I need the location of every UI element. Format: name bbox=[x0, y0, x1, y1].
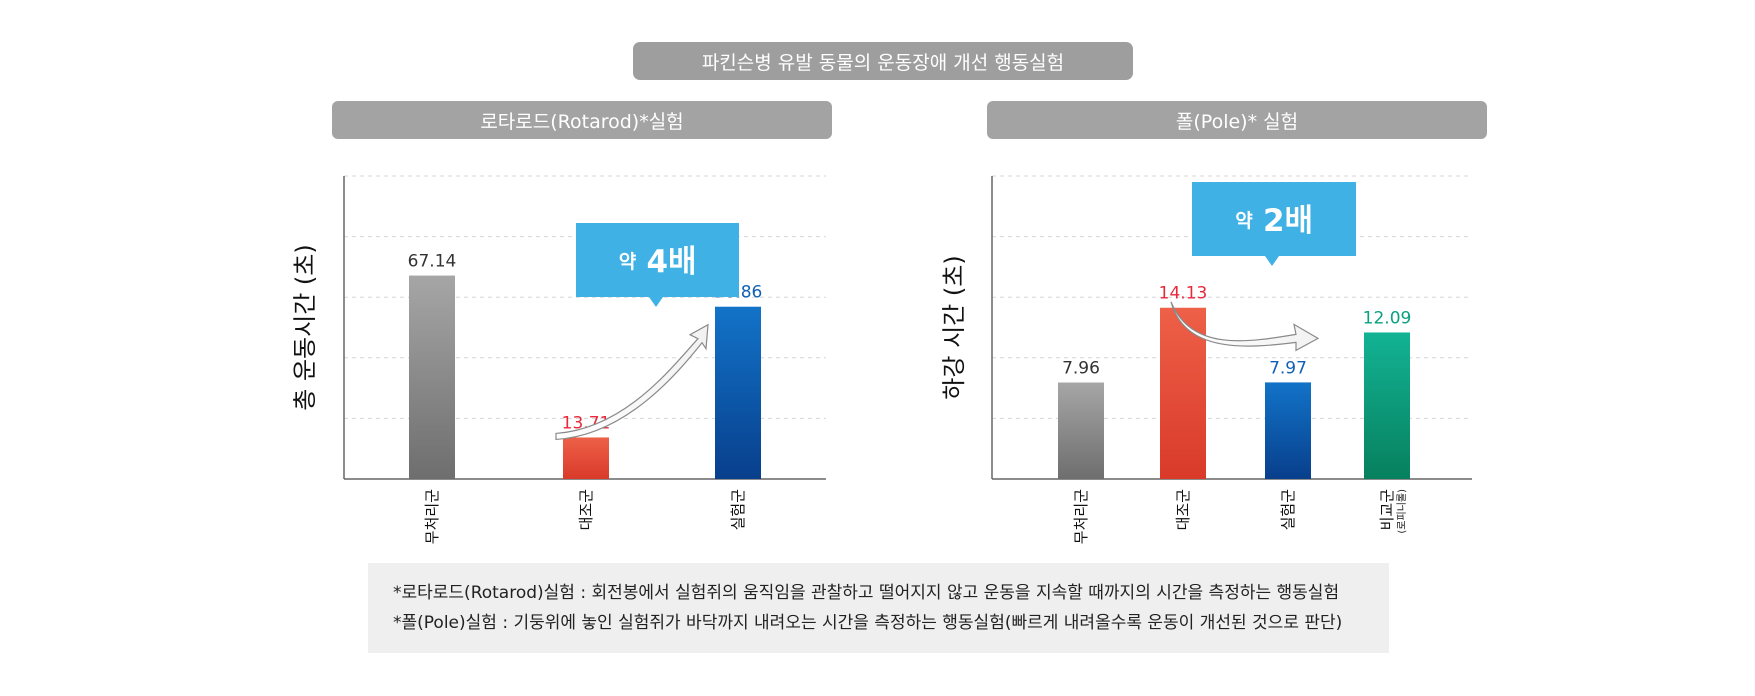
pole-value-label-2: 14.13 bbox=[1159, 284, 1208, 304]
pole-callout-value: 2배 bbox=[1263, 203, 1313, 239]
note-rotarod: *로타로드(Rotarod)실험 : 회전봉에서 실험쥐의 움직임을 관찰하고 … bbox=[393, 583, 1340, 603]
rotarod-trend-arrow bbox=[555, 323, 709, 441]
rotarod-tick-label-3: 실험군 bbox=[729, 489, 747, 531]
rotarod-y-axis-label: 총 운동시간 (초) bbox=[291, 244, 319, 410]
pole-bar-3 bbox=[1265, 382, 1311, 479]
rotarod-callout-prefix: 약 bbox=[619, 251, 637, 273]
rotarod-tick-label-2: 대조군 bbox=[577, 489, 595, 531]
pole-tick-label-1: 무처리군 bbox=[1072, 489, 1090, 544]
rotarod-bar-2 bbox=[563, 437, 609, 479]
pole-trend-arrow bbox=[1170, 301, 1320, 352]
pole-chart-title: 폴(Pole)* 실험 bbox=[987, 101, 1487, 139]
pole-tick-label-4: 비교군 bbox=[1378, 489, 1396, 531]
pole-callout-pointer bbox=[1265, 256, 1279, 266]
pole-callout-box bbox=[1192, 182, 1356, 256]
note-pole: *폴(Pole)실험 : 기둥위에 놓인 실험쥐가 바닥까지 내려오는 시간을 … bbox=[393, 613, 1343, 633]
pole-callout-prefix: 약 bbox=[1235, 210, 1253, 232]
pole-tick-label-3: 실험군 bbox=[1279, 489, 1297, 531]
notes-box: *로타로드(Rotarod)실험 : 회전봉에서 실험쥐의 움직임을 관찰하고 … bbox=[368, 563, 1389, 653]
rotarod-tick-label-1: 무처리군 bbox=[423, 489, 441, 544]
rotarod-callout-box bbox=[576, 223, 739, 297]
main-title: 파킨슨병 유발 동물의 운동장애 개선 행동실험 bbox=[633, 42, 1133, 80]
pole-value-label-3: 7.97 bbox=[1269, 358, 1307, 378]
rotarod-value-label-1: 67.14 bbox=[408, 252, 457, 272]
rotarod-bar-1 bbox=[409, 275, 455, 479]
pole-tick-label-2: 대조군 bbox=[1174, 489, 1192, 531]
rotarod-callout-pointer bbox=[649, 297, 663, 307]
pole-y-axis-label: 하강 시간 (초) bbox=[940, 255, 968, 399]
pole-bar-4 bbox=[1364, 332, 1410, 479]
pole-tick-note-4: (로피니롤) bbox=[1396, 489, 1408, 534]
rotarod-chart-title: 로타로드(Rotarod)*실험 bbox=[332, 101, 832, 139]
pole-value-label-4: 12.09 bbox=[1363, 308, 1412, 328]
pole-bar-1 bbox=[1058, 382, 1104, 479]
rotarod-bar-3 bbox=[715, 306, 761, 479]
rotarod-callout-value: 4배 bbox=[646, 244, 696, 280]
pole-value-label-1: 7.96 bbox=[1062, 359, 1100, 379]
